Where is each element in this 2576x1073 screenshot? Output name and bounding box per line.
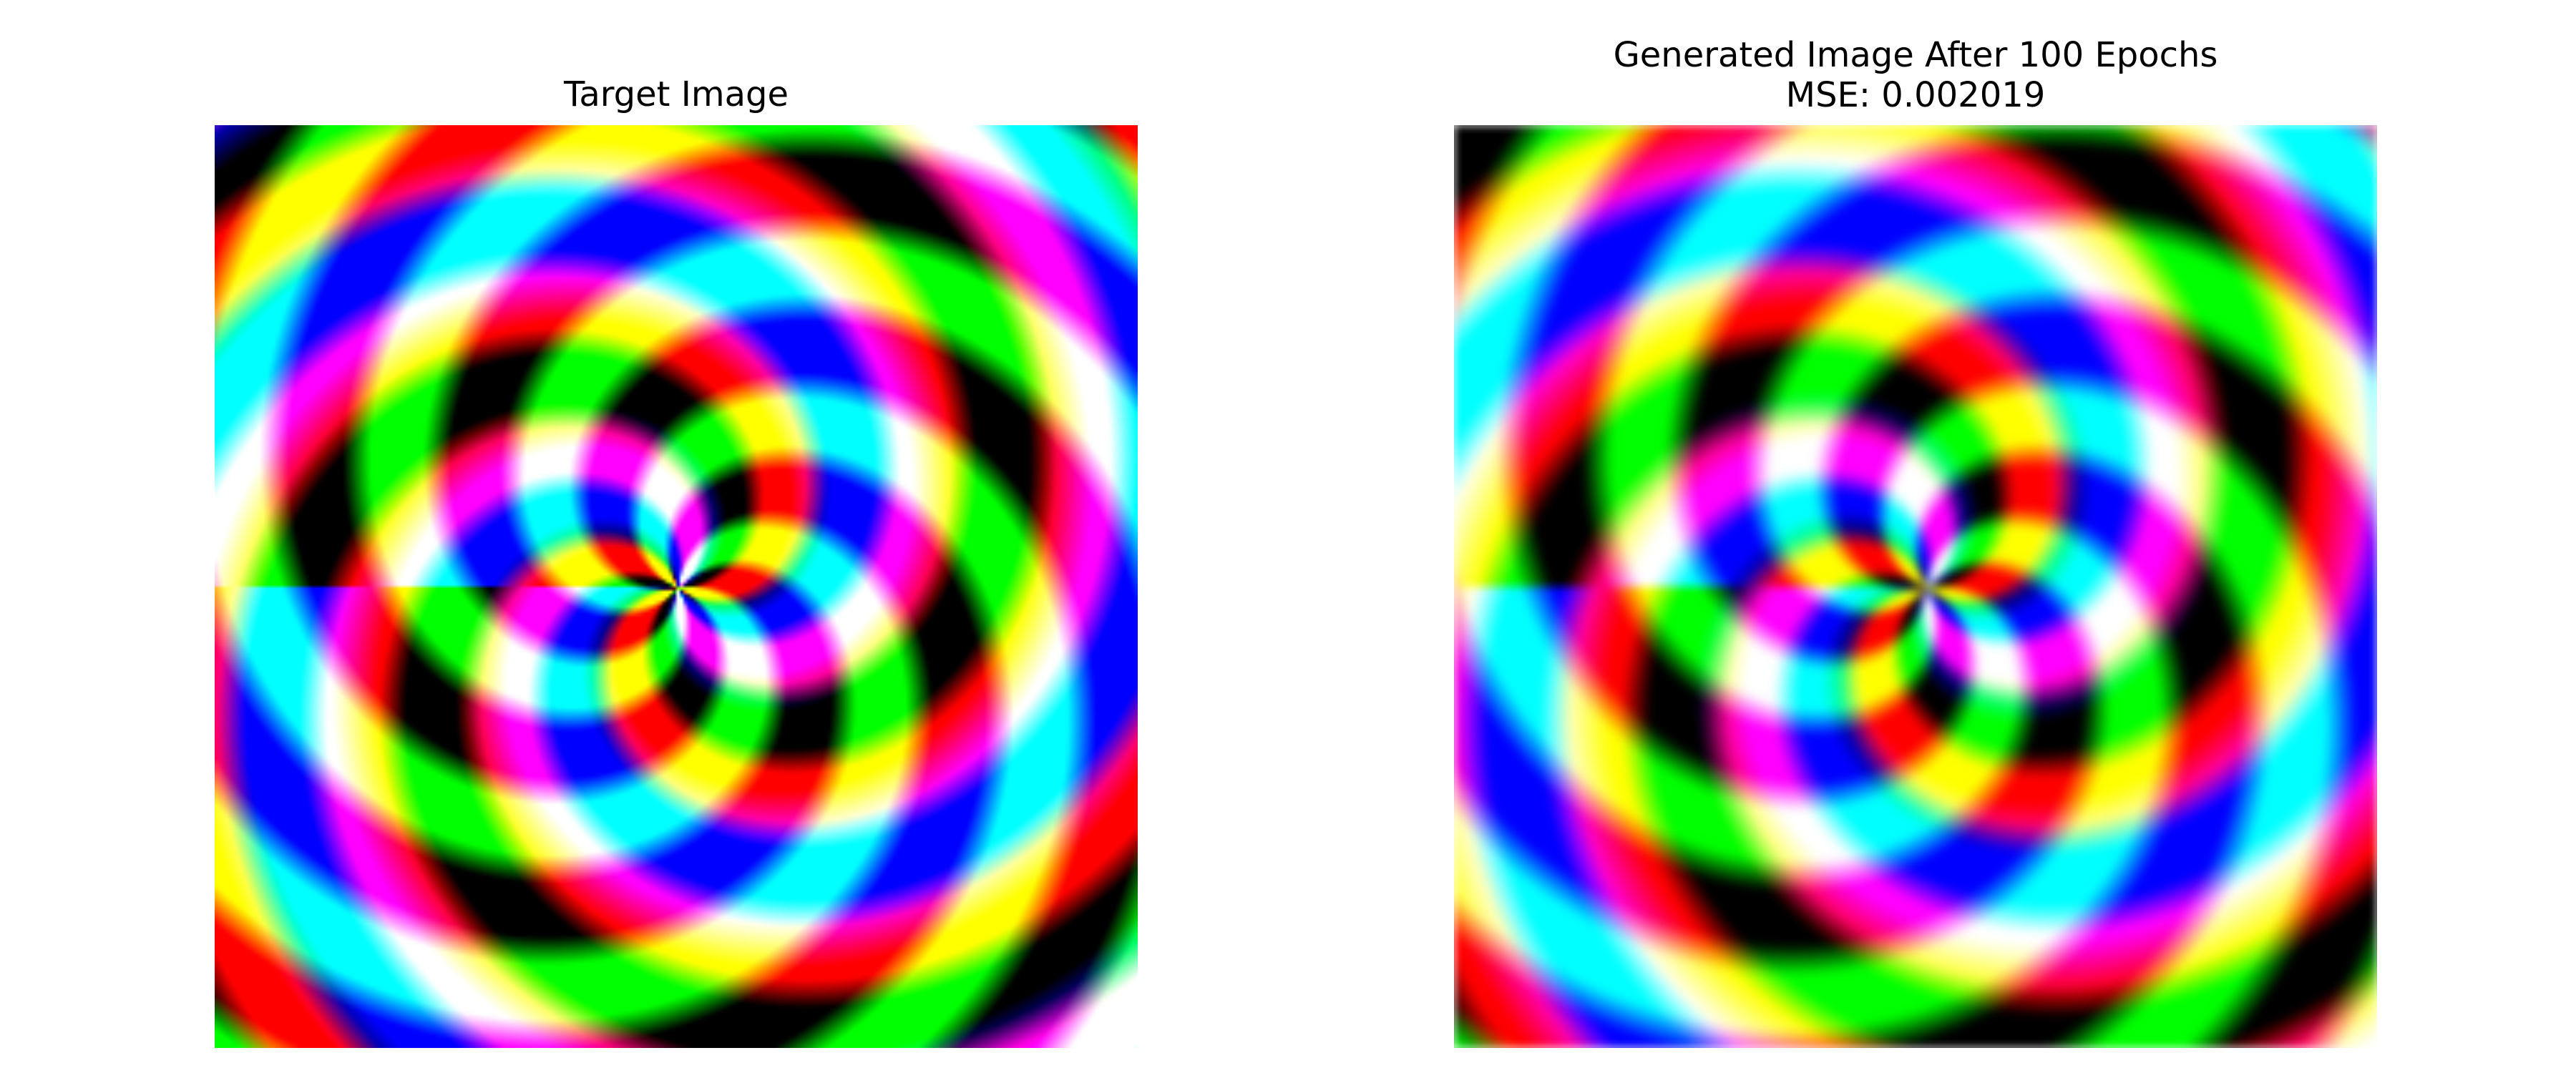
target-image-title: Target Image <box>563 74 789 114</box>
target-image <box>215 125 1138 1048</box>
generated-image-title-line1: Generated Image After 100 Epochs <box>1613 35 2218 75</box>
generated-image-title: Generated Image After 100 Epochs MSE: 0.… <box>1454 35 2377 115</box>
mse-value-label: MSE: 0.002019 <box>1785 75 2046 115</box>
generated-image <box>1454 125 2377 1048</box>
